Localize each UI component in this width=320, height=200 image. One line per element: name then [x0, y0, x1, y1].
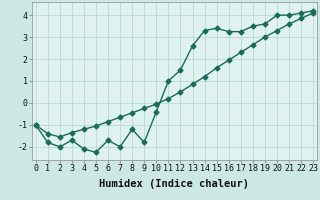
X-axis label: Humidex (Indice chaleur): Humidex (Indice chaleur)	[100, 179, 249, 189]
